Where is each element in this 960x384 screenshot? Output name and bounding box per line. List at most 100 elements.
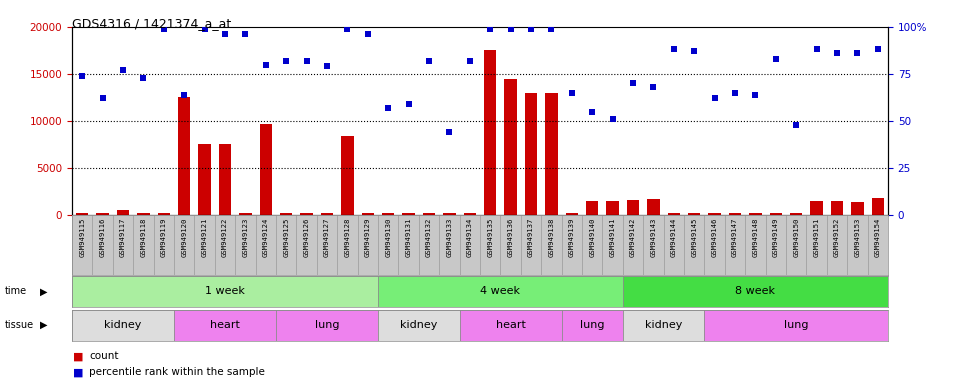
Bar [317,215,337,275]
Text: ■: ■ [73,351,84,361]
Text: GSM949141: GSM949141 [610,217,615,257]
Text: GSM949147: GSM949147 [732,217,738,257]
Bar [684,215,705,275]
Bar [378,276,623,307]
Bar [745,215,766,275]
Point [605,116,620,122]
Bar [137,213,150,215]
Point [156,26,172,32]
Bar [872,198,884,215]
Bar [357,215,378,275]
Point [728,90,743,96]
Text: 4 week: 4 week [480,286,520,296]
Text: GSM949128: GSM949128 [345,217,350,257]
Bar [525,93,538,215]
Bar [766,215,786,275]
Text: GDS4316 / 1421374_a_at: GDS4316 / 1421374_a_at [72,17,231,30]
Bar [239,213,252,215]
Point [483,26,498,32]
Bar [643,215,663,275]
Text: 8 week: 8 week [735,286,776,296]
Text: GSM949130: GSM949130 [385,217,392,257]
Bar [464,213,476,215]
Point [686,48,702,55]
Bar [72,310,174,341]
Point [238,31,253,38]
Bar [92,215,113,275]
Bar [565,213,578,215]
Bar [440,215,460,275]
Text: GSM949137: GSM949137 [528,217,534,257]
Bar [378,310,460,341]
Bar [382,213,395,215]
Bar [667,213,680,215]
Bar [76,213,88,215]
Text: GSM949129: GSM949129 [365,217,371,257]
Bar [562,310,623,341]
Bar [806,215,827,275]
Bar [627,200,639,215]
Bar [852,202,864,215]
Bar [545,93,558,215]
Text: tissue: tissue [5,320,34,330]
Text: heart: heart [495,320,525,330]
Text: GSM949133: GSM949133 [446,217,452,257]
Bar [321,213,333,215]
Bar [586,201,598,215]
Bar [199,144,211,215]
Text: lung: lung [580,320,605,330]
Point [768,56,783,62]
Bar [419,215,439,275]
Text: GSM949123: GSM949123 [243,217,249,257]
Text: GSM949117: GSM949117 [120,217,126,257]
Point [135,74,151,81]
Text: GSM949139: GSM949139 [568,217,575,257]
Bar [280,213,292,215]
Bar [174,215,194,275]
Text: kidney: kidney [645,320,683,330]
Point [380,105,396,111]
Point [809,46,825,53]
Text: count: count [89,351,119,361]
Bar [255,215,276,275]
Bar [157,213,170,215]
Bar [195,215,215,275]
Bar [848,215,868,275]
Bar [750,213,761,215]
Bar [154,215,174,275]
Point [177,91,192,98]
Text: GSM949126: GSM949126 [303,217,309,257]
Text: GSM949125: GSM949125 [283,217,289,257]
Point [564,90,580,96]
Text: GSM949150: GSM949150 [793,217,800,257]
Point [829,50,845,56]
Text: ▶: ▶ [40,320,48,330]
Bar [444,213,455,215]
Point [788,122,804,128]
Bar [607,201,619,215]
Text: kidney: kidney [105,320,142,330]
Bar [276,310,378,341]
Text: GSM949142: GSM949142 [630,217,636,257]
Text: lung: lung [784,320,808,330]
Text: GSM949116: GSM949116 [100,217,106,257]
Bar [505,79,516,215]
Bar [708,213,721,215]
Bar [215,215,235,275]
Point [666,46,682,53]
Bar [541,215,562,275]
Point [646,84,661,90]
Text: 1 week: 1 week [205,286,245,296]
Bar [402,213,415,215]
Point [360,31,375,38]
Text: heart: heart [210,320,240,330]
Text: kidney: kidney [400,320,438,330]
Point [340,26,355,32]
Text: GSM949124: GSM949124 [263,217,269,257]
Bar [623,310,705,341]
Point [748,91,763,98]
Bar [688,213,701,215]
Bar [460,310,562,341]
Bar [603,215,623,275]
Text: GSM949151: GSM949151 [814,217,820,257]
